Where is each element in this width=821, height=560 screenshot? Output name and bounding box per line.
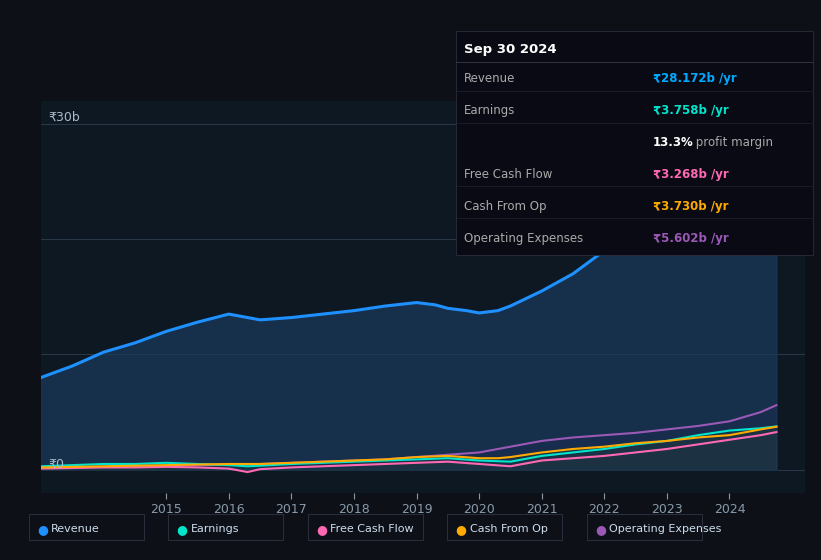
Text: Free Cash Flow: Free Cash Flow (330, 524, 414, 534)
Text: ₹5.602b /yr: ₹5.602b /yr (653, 232, 728, 245)
Text: ●: ● (456, 522, 466, 536)
Text: Sep 30 2024: Sep 30 2024 (464, 43, 557, 56)
Text: Earnings: Earnings (464, 104, 516, 117)
Text: ₹3.758b /yr: ₹3.758b /yr (653, 104, 728, 117)
Text: Revenue: Revenue (51, 524, 99, 534)
Text: Earnings: Earnings (190, 524, 239, 534)
Text: Operating Expenses: Operating Expenses (609, 524, 722, 534)
Text: profit margin: profit margin (692, 136, 773, 149)
Text: ●: ● (37, 522, 48, 536)
Text: ₹0: ₹0 (48, 458, 65, 470)
Text: ₹3.268b /yr: ₹3.268b /yr (653, 168, 728, 181)
Text: Cash From Op: Cash From Op (464, 200, 546, 213)
Text: Cash From Op: Cash From Op (470, 524, 548, 534)
Text: Free Cash Flow: Free Cash Flow (464, 168, 553, 181)
Text: ●: ● (316, 522, 327, 536)
Text: ₹30b: ₹30b (48, 111, 80, 124)
Text: 13.3%: 13.3% (653, 136, 694, 149)
Text: ₹28.172b /yr: ₹28.172b /yr (653, 72, 736, 85)
Text: ●: ● (595, 522, 606, 536)
Text: Operating Expenses: Operating Expenses (464, 232, 583, 245)
Text: ₹3.730b /yr: ₹3.730b /yr (653, 200, 728, 213)
Text: Revenue: Revenue (464, 72, 516, 85)
Text: ●: ● (177, 522, 187, 536)
